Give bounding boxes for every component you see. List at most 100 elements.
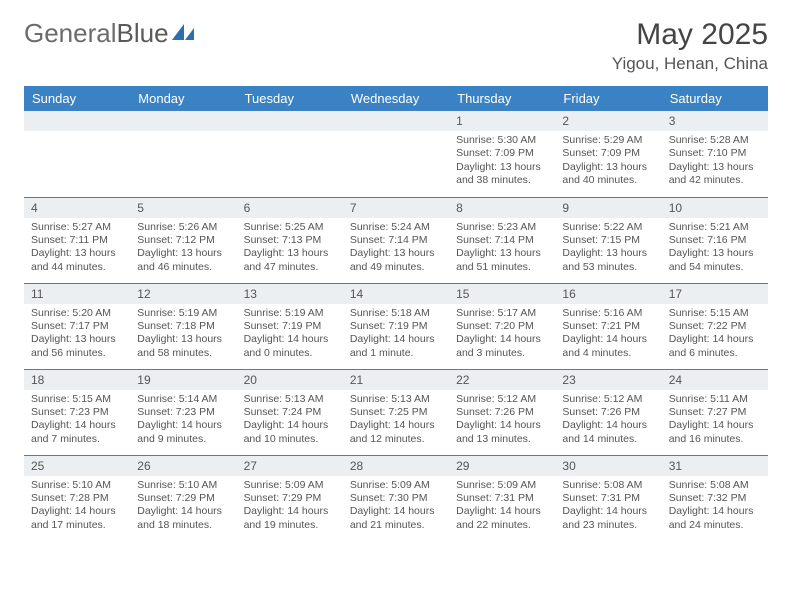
day-details: Sunrise: 5:18 AMSunset: 7:19 PMDaylight:… xyxy=(343,304,449,366)
daylight-text-2: and 24 minutes. xyxy=(669,519,761,532)
day-number: 26 xyxy=(130,456,236,476)
day-details: Sunrise: 5:20 AMSunset: 7:17 PMDaylight:… xyxy=(24,304,130,366)
sunset-text: Sunset: 7:13 PM xyxy=(244,234,336,247)
day-number: 13 xyxy=(237,284,343,304)
weekday-header: Thursday xyxy=(449,86,555,111)
day-number: 27 xyxy=(237,456,343,476)
sunset-text: Sunset: 7:21 PM xyxy=(562,320,654,333)
sunrise-text: Sunrise: 5:21 AM xyxy=(669,221,761,234)
daylight-text-2: and 1 minute. xyxy=(350,347,442,360)
calendar-cell: 27Sunrise: 5:09 AMSunset: 7:29 PMDayligh… xyxy=(237,455,343,541)
calendar-cell: 5Sunrise: 5:26 AMSunset: 7:12 PMDaylight… xyxy=(130,197,236,283)
weekday-header-row: Sunday Monday Tuesday Wednesday Thursday… xyxy=(24,86,768,111)
daylight-text-1: Daylight: 14 hours xyxy=(562,419,654,432)
calendar-row: 1Sunrise: 5:30 AMSunset: 7:09 PMDaylight… xyxy=(24,111,768,197)
sunset-text: Sunset: 7:09 PM xyxy=(456,147,548,160)
calendar-cell: 24Sunrise: 5:11 AMSunset: 7:27 PMDayligh… xyxy=(662,369,768,455)
sunset-text: Sunset: 7:23 PM xyxy=(137,406,229,419)
daylight-text-1: Daylight: 14 hours xyxy=(244,419,336,432)
sunrise-text: Sunrise: 5:23 AM xyxy=(456,221,548,234)
day-number: 31 xyxy=(662,456,768,476)
sunset-text: Sunset: 7:26 PM xyxy=(562,406,654,419)
day-details: Sunrise: 5:29 AMSunset: 7:09 PMDaylight:… xyxy=(555,131,661,193)
day-details: Sunrise: 5:09 AMSunset: 7:29 PMDaylight:… xyxy=(237,476,343,538)
calendar-cell xyxy=(130,111,236,197)
sunset-text: Sunset: 7:16 PM xyxy=(669,234,761,247)
day-number: 17 xyxy=(662,284,768,304)
calendar-cell: 22Sunrise: 5:12 AMSunset: 7:26 PMDayligh… xyxy=(449,369,555,455)
sunrise-text: Sunrise: 5:08 AM xyxy=(562,479,654,492)
sunrise-text: Sunrise: 5:11 AM xyxy=(669,393,761,406)
daylight-text-1: Daylight: 14 hours xyxy=(456,419,548,432)
sunrise-text: Sunrise: 5:09 AM xyxy=(244,479,336,492)
calendar-cell: 20Sunrise: 5:13 AMSunset: 7:24 PMDayligh… xyxy=(237,369,343,455)
daylight-text-1: Daylight: 13 hours xyxy=(31,247,123,260)
daylight-text-1: Daylight: 13 hours xyxy=(137,247,229,260)
calendar-cell xyxy=(343,111,449,197)
day-details: Sunrise: 5:11 AMSunset: 7:27 PMDaylight:… xyxy=(662,390,768,452)
calendar-row: 25Sunrise: 5:10 AMSunset: 7:28 PMDayligh… xyxy=(24,455,768,541)
sunrise-text: Sunrise: 5:26 AM xyxy=(137,221,229,234)
daylight-text-1: Daylight: 13 hours xyxy=(669,247,761,260)
calendar-cell: 21Sunrise: 5:13 AMSunset: 7:25 PMDayligh… xyxy=(343,369,449,455)
daylight-text-1: Daylight: 14 hours xyxy=(137,419,229,432)
daylight-text-2: and 21 minutes. xyxy=(350,519,442,532)
daylight-text-1: Daylight: 13 hours xyxy=(137,333,229,346)
logo: GeneralBlue xyxy=(24,18,198,49)
day-details: Sunrise: 5:27 AMSunset: 7:11 PMDaylight:… xyxy=(24,218,130,280)
day-details: Sunrise: 5:14 AMSunset: 7:23 PMDaylight:… xyxy=(130,390,236,452)
day-number: 28 xyxy=(343,456,449,476)
weekday-header: Sunday xyxy=(24,86,130,111)
calendar-cell: 9Sunrise: 5:22 AMSunset: 7:15 PMDaylight… xyxy=(555,197,661,283)
header: GeneralBlue May 2025 Yigou, Henan, China xyxy=(24,18,768,74)
sunrise-text: Sunrise: 5:12 AM xyxy=(456,393,548,406)
daylight-text-1: Daylight: 13 hours xyxy=(456,161,548,174)
daylight-text-1: Daylight: 14 hours xyxy=(456,333,548,346)
daylight-text-2: and 42 minutes. xyxy=(669,174,761,187)
daylight-text-2: and 12 minutes. xyxy=(350,433,442,446)
calendar-cell: 11Sunrise: 5:20 AMSunset: 7:17 PMDayligh… xyxy=(24,283,130,369)
day-number: 16 xyxy=(555,284,661,304)
sunrise-text: Sunrise: 5:15 AM xyxy=(31,393,123,406)
day-details: Sunrise: 5:15 AMSunset: 7:23 PMDaylight:… xyxy=(24,390,130,452)
day-number: 29 xyxy=(449,456,555,476)
day-details: Sunrise: 5:22 AMSunset: 7:15 PMDaylight:… xyxy=(555,218,661,280)
sunrise-text: Sunrise: 5:09 AM xyxy=(456,479,548,492)
daylight-text-1: Daylight: 14 hours xyxy=(244,333,336,346)
day-number: 1 xyxy=(449,111,555,131)
day-number: 23 xyxy=(555,370,661,390)
daylight-text-1: Daylight: 13 hours xyxy=(31,333,123,346)
daylight-text-1: Daylight: 14 hours xyxy=(31,419,123,432)
daylight-text-2: and 54 minutes. xyxy=(669,261,761,274)
sunset-text: Sunset: 7:22 PM xyxy=(669,320,761,333)
calendar-cell: 30Sunrise: 5:08 AMSunset: 7:31 PMDayligh… xyxy=(555,455,661,541)
day-details: Sunrise: 5:19 AMSunset: 7:19 PMDaylight:… xyxy=(237,304,343,366)
day-details: Sunrise: 5:28 AMSunset: 7:10 PMDaylight:… xyxy=(662,131,768,193)
sunset-text: Sunset: 7:14 PM xyxy=(350,234,442,247)
daylight-text-1: Daylight: 14 hours xyxy=(562,333,654,346)
day-number: 6 xyxy=(237,198,343,218)
sunset-text: Sunset: 7:14 PM xyxy=(456,234,548,247)
day-number: 15 xyxy=(449,284,555,304)
daylight-text-1: Daylight: 14 hours xyxy=(31,505,123,518)
calendar-table: Sunday Monday Tuesday Wednesday Thursday… xyxy=(24,86,768,541)
weekday-header: Tuesday xyxy=(237,86,343,111)
day-number xyxy=(237,111,343,131)
day-details: Sunrise: 5:09 AMSunset: 7:31 PMDaylight:… xyxy=(449,476,555,538)
day-details: Sunrise: 5:13 AMSunset: 7:24 PMDaylight:… xyxy=(237,390,343,452)
day-number xyxy=(130,111,236,131)
daylight-text-2: and 17 minutes. xyxy=(31,519,123,532)
calendar-row: 4Sunrise: 5:27 AMSunset: 7:11 PMDaylight… xyxy=(24,197,768,283)
day-details: Sunrise: 5:16 AMSunset: 7:21 PMDaylight:… xyxy=(555,304,661,366)
daylight-text-2: and 23 minutes. xyxy=(562,519,654,532)
daylight-text-1: Daylight: 13 hours xyxy=(350,247,442,260)
daylight-text-1: Daylight: 13 hours xyxy=(244,247,336,260)
sunset-text: Sunset: 7:29 PM xyxy=(137,492,229,505)
daylight-text-2: and 51 minutes. xyxy=(456,261,548,274)
day-number: 21 xyxy=(343,370,449,390)
daylight-text-2: and 38 minutes. xyxy=(456,174,548,187)
calendar-cell: 18Sunrise: 5:15 AMSunset: 7:23 PMDayligh… xyxy=(24,369,130,455)
daylight-text-2: and 7 minutes. xyxy=(31,433,123,446)
sunset-text: Sunset: 7:18 PM xyxy=(137,320,229,333)
daylight-text-2: and 4 minutes. xyxy=(562,347,654,360)
